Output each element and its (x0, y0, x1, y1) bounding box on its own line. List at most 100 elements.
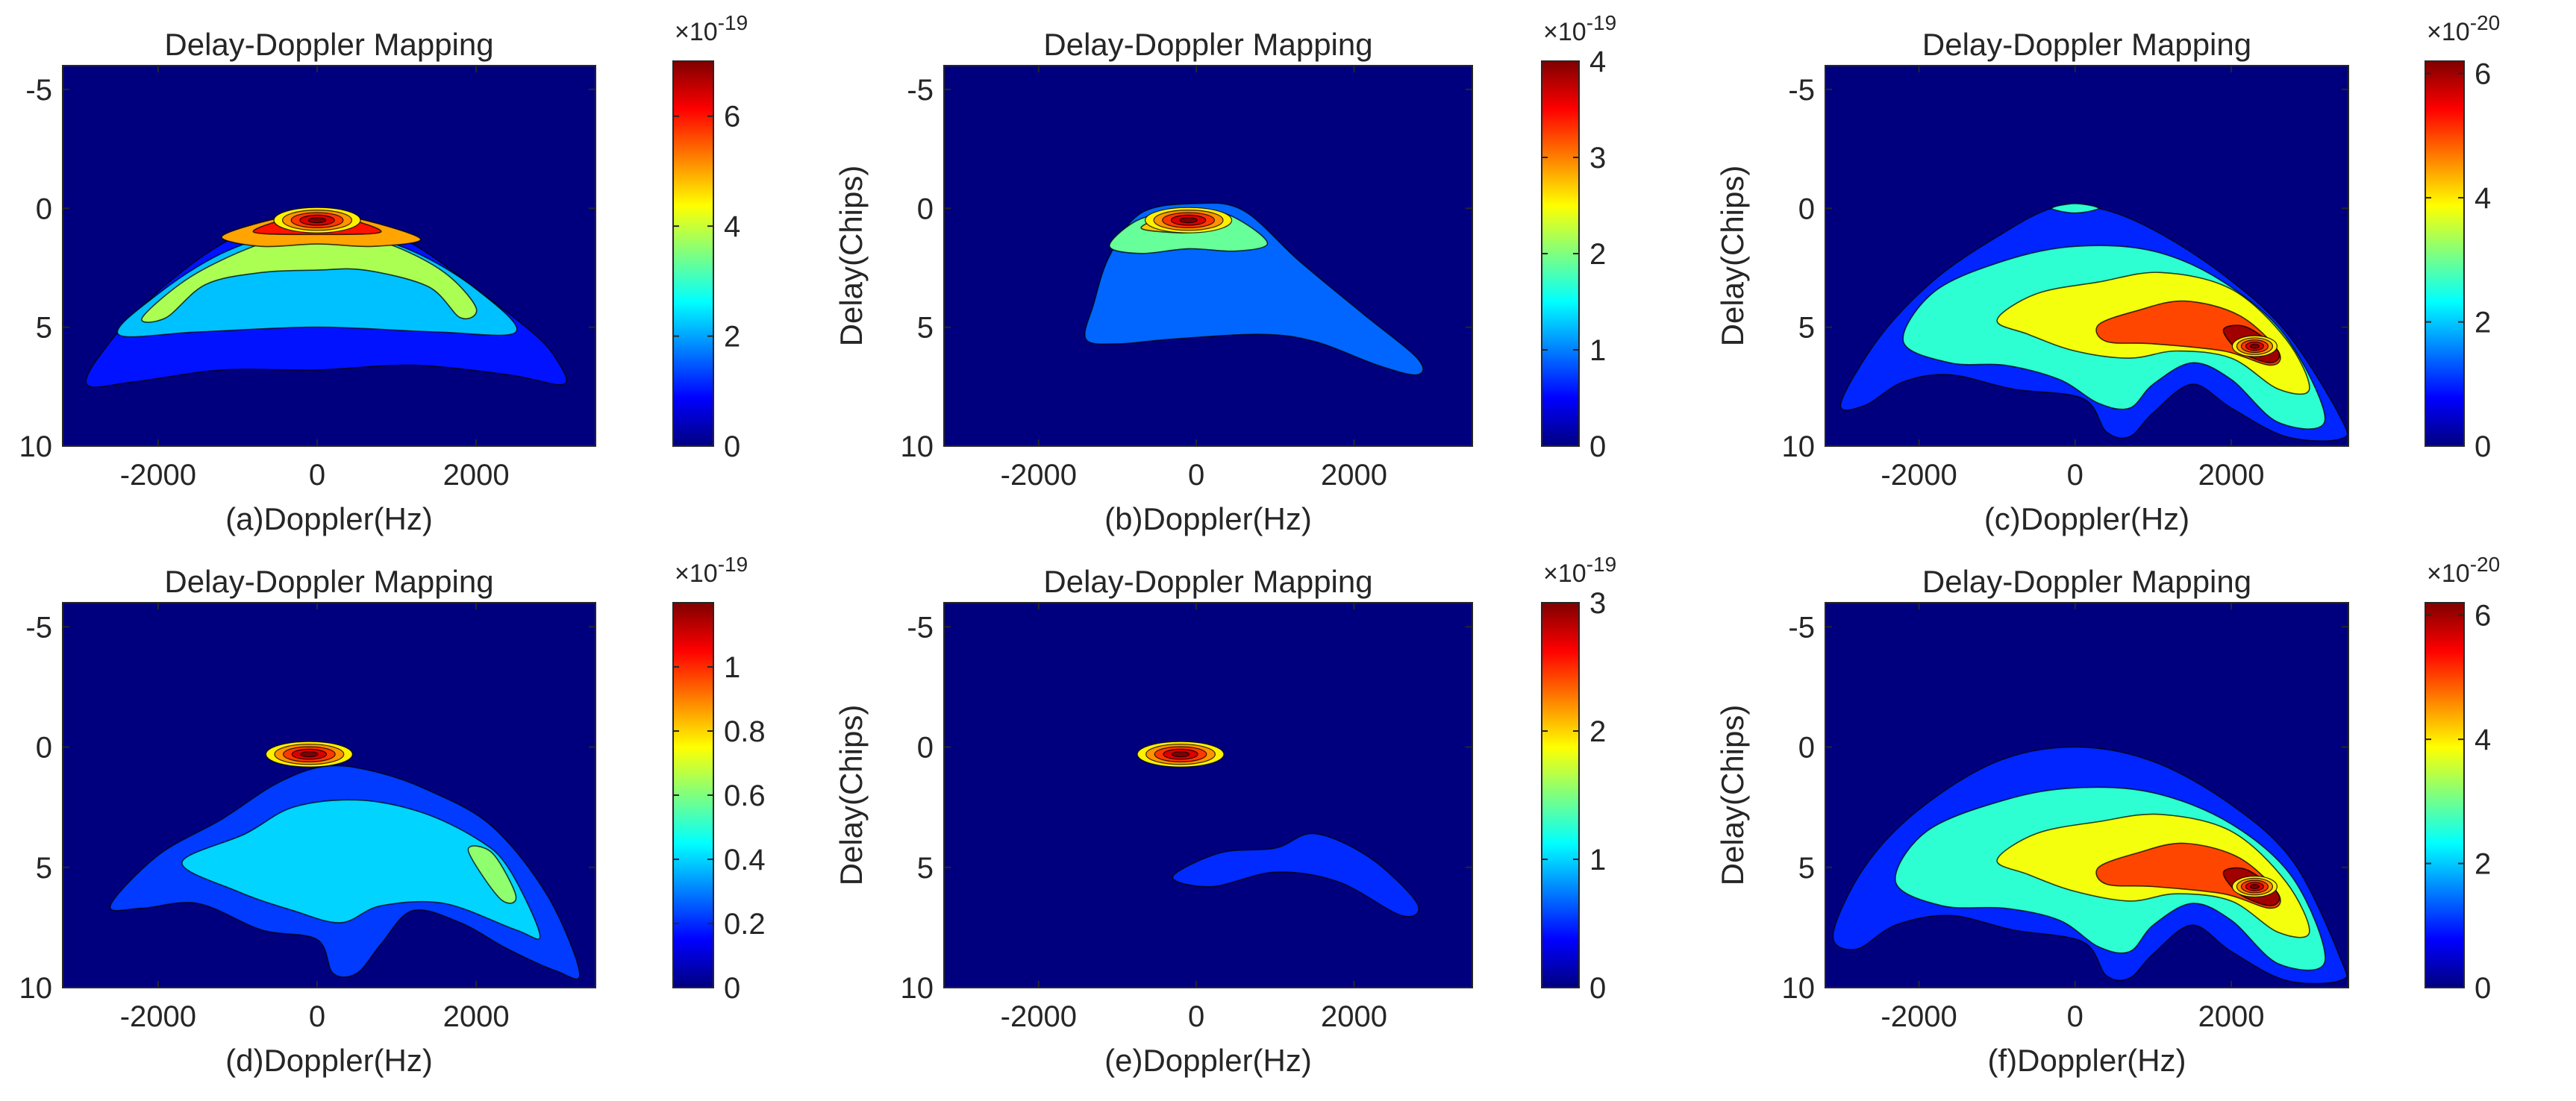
colorbar-tick-label: 0 (724, 972, 740, 1005)
colorbar-tick-label: 0 (2475, 430, 2491, 463)
x-tick-label: 0 (2067, 459, 2083, 492)
chart-title: Delay-Doppler Mapping (1043, 564, 1372, 599)
colorbar-tick-label: 2 (2475, 307, 2491, 339)
x-tick-label: 0 (309, 1000, 325, 1033)
colorbar-tick-label: 2 (1589, 715, 1606, 748)
colorbar-tick-label: 1 (1589, 334, 1606, 367)
peak-contours (1144, 207, 1233, 233)
plot-background (944, 603, 1472, 988)
y-tick-label: 5 (917, 852, 934, 885)
x-axis-label: (f)Doppler(Hz) (1987, 1043, 2186, 1078)
colorbar-tick-label: 0.6 (724, 780, 766, 812)
y-tick-label: 10 (901, 972, 934, 1005)
colorbar-tick-label: 0 (1589, 430, 1606, 463)
x-axis-label: (e)Doppler(Hz) (1104, 1043, 1312, 1078)
peak-contours (273, 207, 361, 233)
y-tick-label: 5 (1798, 312, 1815, 345)
colorbar-exponent: ×10-19 (1543, 11, 1616, 46)
x-axis-label: (b)Doppler(Hz) (1104, 501, 1312, 536)
y-tick-label: 0 (917, 192, 934, 225)
x-tick-label: -2000 (1001, 459, 1077, 492)
contour-region (1172, 832, 1419, 918)
colorbar-tick-label: 1 (1589, 844, 1606, 876)
colorbar-exponent: ×10-20 (2427, 553, 2500, 588)
colorbar-tick-label: 0 (1589, 972, 1606, 1005)
chart-panel-a: -2000 0 2000 -5 0 5 10 Delay-Doppler Mapping (a)… (19, 11, 748, 536)
contour-region (2095, 842, 2281, 909)
colorbar-tick-label: 4 (724, 210, 740, 243)
colorbar-tick-label: 0 (2475, 972, 2491, 1005)
y-tick-label: 10 (19, 430, 53, 463)
y-tick-label: -5 (1788, 74, 1815, 107)
peak-contours (2231, 875, 2278, 898)
y-tick-label: 5 (1798, 852, 1815, 885)
y-axis-label: Delay(Chips) (834, 705, 869, 886)
colorbar (672, 602, 714, 988)
y-tick-label: -5 (907, 611, 934, 644)
colorbar-tick-label: 1 (724, 651, 740, 684)
colorbar-tick-label: 0.8 (724, 715, 766, 748)
colorbar (1541, 602, 1580, 988)
x-tick-label: 2000 (2198, 1000, 2265, 1033)
contour-region (2051, 203, 2100, 214)
colorbar-tick-label: 0.4 (724, 844, 766, 876)
x-tick-label: 2000 (1321, 1000, 1387, 1033)
colorbar-tick-label: 2 (1589, 238, 1606, 271)
y-axis-label: Delay(Chips) (834, 166, 869, 347)
y-tick-label: 10 (19, 972, 53, 1005)
contour-region (181, 799, 541, 940)
x-tick-label: 2000 (443, 459, 510, 492)
chart-title: Delay-Doppler Mapping (164, 564, 493, 599)
axes-frame (62, 602, 596, 988)
x-tick-label: -2000 (1881, 1000, 1957, 1033)
colorbar-exponent: ×10-20 (2427, 11, 2500, 46)
x-tick-label: 2000 (2198, 459, 2265, 492)
x-tick-label: 2000 (1321, 459, 1387, 492)
peak-contour-ring (2249, 884, 2260, 889)
peak-contours (265, 741, 353, 768)
peak-contour-ring (307, 217, 327, 224)
colorbar-tick-label: 4 (2475, 724, 2491, 756)
y-tick-label: 10 (1782, 430, 1816, 463)
colorbar-exponent: ×10-19 (1543, 553, 1616, 588)
axes-frame (943, 602, 1473, 988)
colorbar (672, 60, 714, 447)
axes-frame (62, 65, 596, 447)
y-tick-label: -5 (1788, 611, 1815, 644)
colorbar-tick-label: 3 (1589, 587, 1606, 620)
colorbar-tick-label: 4 (1589, 46, 1606, 78)
x-tick-label: -2000 (120, 1000, 196, 1033)
x-tick-label: 0 (2067, 1000, 2083, 1033)
colorbar-tick-label: 2 (724, 321, 740, 354)
peak-contours (2231, 335, 2278, 357)
colorbar (2425, 602, 2465, 988)
colorbar (2425, 60, 2465, 447)
contour-region (116, 226, 518, 338)
x-tick-label: 0 (1188, 1000, 1204, 1033)
colorbar-tick-label: 4 (2475, 182, 2491, 215)
y-tick-label: 0 (1798, 732, 1815, 765)
x-tick-label: 0 (309, 459, 325, 492)
peak-contour-ring (1179, 217, 1198, 224)
colorbar-tick-label: 6 (2475, 600, 2491, 633)
y-tick-label: 0 (1798, 192, 1815, 225)
colorbar-tick-label: 6 (2475, 58, 2491, 91)
y-tick-label: 5 (36, 852, 52, 885)
y-tick-label: 10 (901, 430, 934, 463)
y-tick-label: -5 (907, 74, 934, 107)
peak-contour-ring (2249, 343, 2260, 349)
x-axis-label: (c)Doppler(Hz) (1984, 501, 2189, 536)
y-tick-label: -5 (25, 74, 52, 107)
y-tick-label: 5 (917, 312, 934, 345)
chart-panel-f: -2000 0 2000 -5 0 5 10 Delay-Doppler Mapping (f)… (1715, 553, 2500, 1078)
y-tick-label: -5 (25, 611, 52, 644)
chart-title: Delay-Doppler Mapping (1922, 564, 2251, 599)
x-tick-label: -2000 (120, 459, 196, 492)
x-tick-label: -2000 (1881, 459, 1957, 492)
colorbar-tick-label: 0.2 (724, 908, 766, 941)
chart-title: Delay-Doppler Mapping (164, 27, 493, 62)
